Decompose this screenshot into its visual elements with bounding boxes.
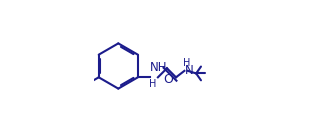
Text: NH: NH	[150, 61, 168, 74]
Text: H: H	[183, 58, 190, 68]
Text: N: N	[185, 64, 194, 77]
Text: H: H	[149, 79, 157, 89]
Text: O: O	[164, 73, 174, 86]
